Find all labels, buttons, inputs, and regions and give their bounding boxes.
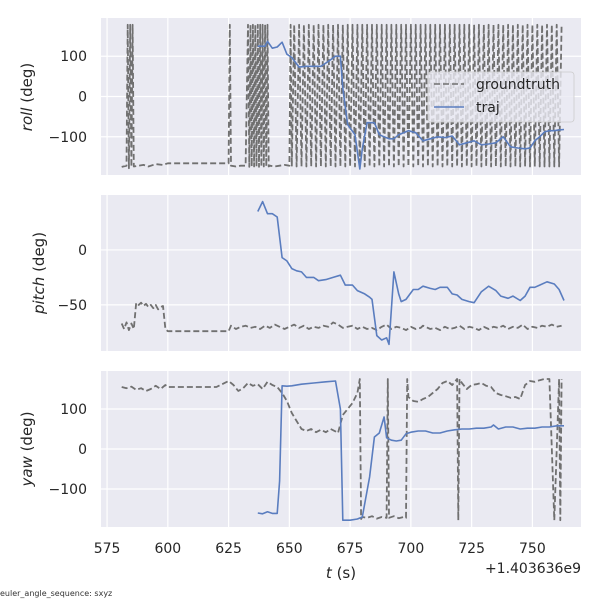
x-tick-label: 725 (458, 541, 485, 557)
time-axis-label: t (s) (326, 564, 356, 582)
groundtruth-line (121, 23, 563, 170)
x-offset-text: +1.403636e9 (485, 561, 581, 577)
legend-groundtruth-label: groundtruth (476, 77, 560, 93)
y-tick-label: 0 (78, 243, 87, 259)
traj-line (257, 380, 564, 522)
groundtruth-line (120, 301, 562, 333)
y-tick-label: −100 (49, 130, 87, 146)
pitch-axis-label: pitch (deg) (30, 232, 48, 315)
groundtruth-line (121, 378, 563, 522)
y-tick-label: −100 (49, 482, 87, 498)
y-tick-label: 0 (78, 90, 87, 106)
y-tick-label: 100 (60, 49, 87, 65)
x-tick-label: 700 (398, 541, 425, 557)
y-tick-label: −50 (57, 298, 87, 314)
x-tick-label: 575 (94, 541, 121, 557)
x-tick-label: 675 (337, 541, 364, 557)
x-tick-label: 650 (276, 541, 303, 557)
y-tick-label: 100 (60, 402, 87, 418)
yaw-axis-label: yaw (deg) (18, 411, 36, 487)
y-tick-label: 0 (78, 442, 87, 458)
legend-traj-label: traj (476, 100, 500, 116)
x-tick-label: 750 (519, 541, 546, 557)
x-tick-label: 625 (215, 541, 242, 557)
plot-background (101, 195, 581, 351)
x-tick-label: 600 (154, 541, 181, 557)
roll-axis-label: roll (deg) (18, 63, 36, 131)
pitch-panel: 0 −50 (57, 195, 581, 351)
legend: groundtruth traj (427, 71, 575, 123)
traj-line (257, 200, 565, 346)
traj-line (257, 40, 565, 170)
euler-sequence-footnote: euler_angle_sequence: sxyz (0, 589, 113, 598)
yaw-panel: 100 0 −100 575 600 625 650 675 700 725 750 (49, 371, 581, 557)
